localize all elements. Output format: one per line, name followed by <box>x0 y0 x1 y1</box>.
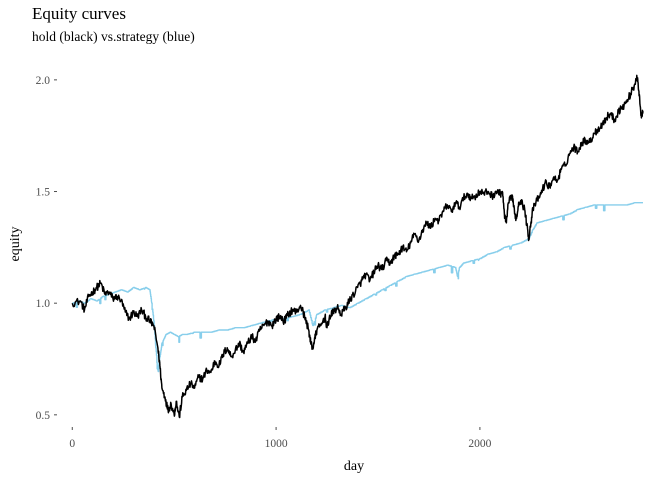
y-axis: 0.5 1.0 1.5 2.0 <box>36 75 57 422</box>
series-layer <box>71 74 644 419</box>
y-tick-label: 1.5 <box>36 187 51 199</box>
x-tick-label: 1000 <box>265 438 288 450</box>
x-tick-label: 2000 <box>468 438 491 450</box>
series-line-hold <box>71 74 644 419</box>
x-tick-label: 0 <box>69 438 75 450</box>
chart-subtitle: hold (black) vs.strategy (blue) <box>32 29 195 44</box>
y-tick-label: 1.0 <box>36 298 51 310</box>
y-tick-label: 2.0 <box>36 75 51 87</box>
series-line-strategy <box>72 202 643 373</box>
x-axis-title: day <box>344 459 364 474</box>
x-axis: 0 1000 2000 <box>69 427 492 450</box>
y-axis-title: equity <box>8 227 23 262</box>
y-tick-label: 0.5 <box>36 410 51 422</box>
chart-title: Equity curves <box>32 4 126 23</box>
